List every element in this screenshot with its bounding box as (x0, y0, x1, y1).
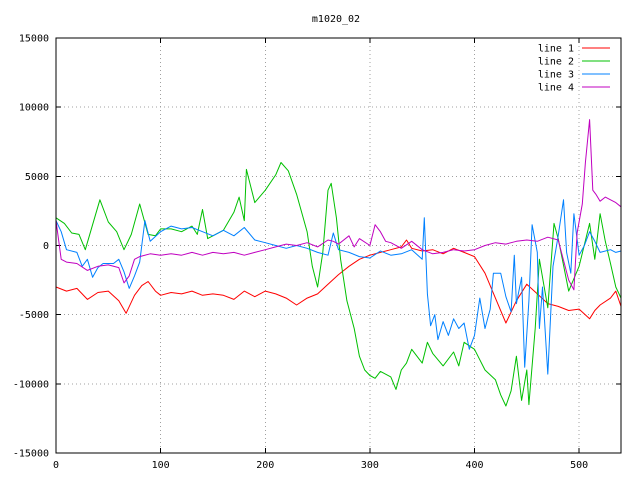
y-tick-label: -5000 (19, 310, 49, 321)
plot-frame (55, 37, 622, 454)
legend-label: line 4 (538, 83, 574, 94)
x-tick-label: 300 (361, 460, 379, 471)
series-line-2 (55, 162, 622, 407)
legend-label: line 2 (538, 57, 574, 68)
legend: line 1 line 2 line 3 line 4 (538, 44, 610, 94)
y-tick-label: -15000 (13, 449, 49, 460)
y-tick-label: 5000 (25, 172, 49, 183)
y-tick-label: 0 (43, 241, 49, 252)
series-line-4 (55, 119, 622, 291)
x-tick-label: 400 (465, 460, 483, 471)
legend-label: line 1 (538, 44, 574, 55)
series-line-3 (55, 199, 622, 375)
axes: -15000 -10000 -5000 0 5000 10000 15000 0 100 200 3… (13, 34, 621, 471)
x-tick-label: 0 (53, 460, 59, 471)
y-tick-label: -10000 (13, 379, 49, 390)
legend-label: line 3 (538, 70, 574, 81)
x-tick-label: 100 (152, 460, 170, 471)
series-lines (55, 119, 622, 407)
series-line-1 (55, 239, 622, 324)
y-tick-label: 15000 (19, 34, 49, 45)
chart-title: m1020_02 (312, 14, 360, 25)
y-tick-label: 10000 (19, 103, 49, 114)
x-tick-label: 500 (570, 460, 588, 471)
x-tick-label: 200 (256, 460, 274, 471)
